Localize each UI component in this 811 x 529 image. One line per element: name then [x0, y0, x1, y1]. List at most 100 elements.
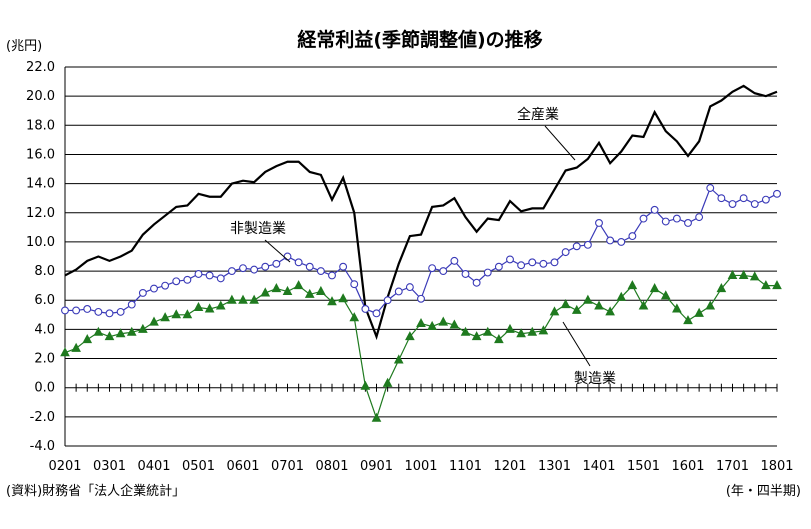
data-point [316, 267, 325, 276]
data-point [549, 306, 560, 316]
data-point [738, 269, 749, 279]
x-tick-label: 1301 [538, 459, 571, 474]
data-point [183, 275, 192, 284]
y-tick-label: 0.0 [34, 381, 55, 396]
x-tick-label: 1601 [671, 459, 704, 474]
data-point [327, 296, 337, 306]
x-tick-label: 0601 [226, 459, 259, 474]
data-point [160, 312, 170, 322]
data-point [372, 309, 381, 318]
data-point [482, 326, 493, 336]
data-point [684, 219, 692, 227]
data-point [672, 303, 682, 313]
data-point [761, 195, 770, 204]
data-point [649, 283, 660, 293]
data-point [405, 331, 415, 341]
x-tick-label: 1501 [627, 459, 660, 474]
x-axis-unit: (年・四半期) [726, 484, 801, 499]
y-tick-label: 14.0 [26, 177, 55, 192]
data-point [727, 269, 738, 279]
data-point [583, 240, 592, 249]
data-point [538, 325, 549, 335]
series-label-manufacturing: 製造業 [574, 371, 616, 387]
data-point [249, 294, 259, 304]
data-point [150, 284, 158, 293]
series-layer [60, 84, 782, 422]
data-point [82, 334, 93, 344]
data-point [239, 264, 247, 273]
data-point [304, 288, 315, 298]
y-tick-label: 12.0 [26, 206, 55, 221]
data-point [639, 214, 648, 223]
data-point [60, 347, 70, 357]
source-note: (資料)財務省「法人企業統計」 [6, 483, 185, 499]
data-point [550, 258, 559, 267]
chart-title: 経常利益(季節調整値)の推移 [297, 28, 542, 51]
x-tick-label: 1001 [404, 459, 437, 474]
data-point [238, 294, 248, 304]
data-point [739, 194, 748, 203]
data-point [605, 306, 615, 316]
data-point [471, 331, 482, 341]
data-point [350, 280, 359, 289]
data-point [583, 294, 593, 304]
data-point [750, 200, 759, 208]
data-point [216, 274, 225, 283]
data-point [438, 316, 449, 326]
x-tick-label: 0701 [271, 459, 304, 474]
x-tick-labels: 0201 0301 0401 0501 0601 0701 0801 0901 1001 1101… [48, 459, 793, 474]
data-point [773, 189, 781, 198]
data-point [695, 213, 704, 222]
data-point [94, 307, 103, 316]
data-point [338, 293, 348, 303]
data-point [171, 309, 182, 319]
data-point [594, 300, 604, 310]
data-point [616, 291, 627, 301]
data-point [104, 331, 115, 341]
data-point [272, 259, 281, 268]
data-point [349, 312, 360, 322]
data-point [382, 377, 393, 387]
data-point [772, 280, 782, 290]
data-point [428, 264, 437, 273]
data-point [617, 237, 626, 246]
data-point [328, 271, 336, 280]
data-point [595, 219, 603, 227]
x-tick-label: 1201 [493, 459, 526, 474]
data-point [282, 285, 293, 295]
series-label-non-manufacturing: 非製造業 [230, 221, 286, 237]
data-point [572, 242, 581, 251]
series-1 [64, 84, 778, 341]
y-axis-unit: (兆円) [6, 39, 42, 54]
data-point [204, 303, 215, 313]
y-tick-label: 6.0 [34, 293, 55, 308]
y-tick-label: 10.0 [26, 235, 55, 250]
series-3 [60, 269, 782, 422]
data-point [561, 248, 570, 257]
data-point [527, 326, 538, 336]
data-point [383, 296, 392, 305]
data-point [517, 261, 526, 270]
data-point [361, 305, 370, 313]
data-point [505, 323, 515, 333]
data-point [283, 252, 292, 261]
data-point [405, 283, 414, 292]
gridlines [64, 66, 777, 447]
data-point [360, 380, 371, 390]
series-line [65, 186, 778, 315]
data-point [683, 315, 693, 325]
data-point [660, 290, 671, 300]
data-point [716, 283, 727, 293]
data-point [472, 278, 481, 287]
y-tick-label: 22.0 [26, 60, 55, 75]
data-point [416, 317, 426, 328]
x-tick-label: 0201 [48, 459, 81, 474]
data-point [728, 200, 737, 208]
x-tick-label: 1801 [760, 459, 793, 474]
data-point [694, 307, 704, 317]
y-tick-label: 16.0 [26, 147, 55, 162]
data-point [194, 270, 203, 278]
series-label-manufacturing-leader [562, 321, 591, 367]
data-point [449, 319, 460, 329]
data-point [539, 259, 548, 268]
